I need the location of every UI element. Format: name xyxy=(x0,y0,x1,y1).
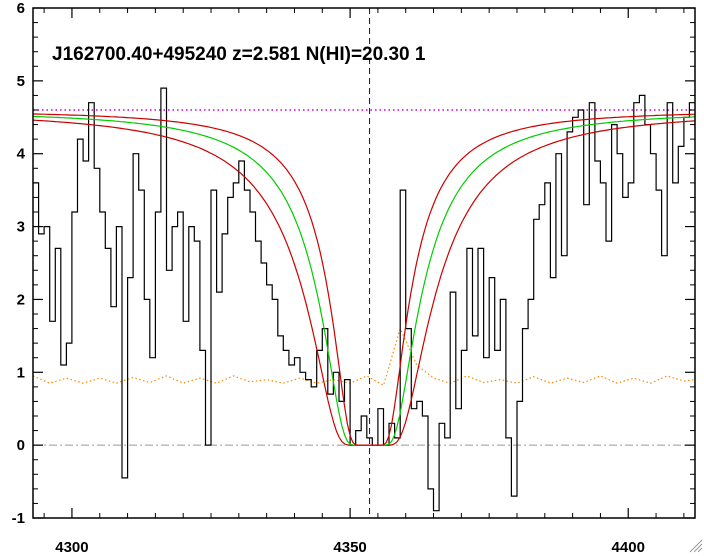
y-tick-label: 6 xyxy=(17,0,25,17)
x-tick-label: 4400 xyxy=(612,539,645,556)
tick-layer: -1 0 1 2 3 4 5 6 4300 4350 4400 xyxy=(12,0,695,556)
y-tick-label: 0 xyxy=(17,437,25,454)
y-tick-label: 4 xyxy=(17,146,26,163)
y-tick-label: 5 xyxy=(17,73,25,90)
chart-title: J162700.40+495240 z=2.581 N(HI)=20.30 1 xyxy=(52,44,426,65)
y-tick-label: 1 xyxy=(17,364,25,381)
plot-frame xyxy=(32,7,696,519)
y-tick-label: -1 xyxy=(12,510,25,527)
x-tick-label: 4300 xyxy=(55,539,88,556)
resize-grip-icon xyxy=(689,539,703,553)
y-tick-label: 3 xyxy=(17,219,25,236)
flux-spectrum-line xyxy=(33,87,695,512)
y-tick-label: 2 xyxy=(17,291,25,308)
error-spectrum-line xyxy=(33,326,695,387)
x-tick-label: 4350 xyxy=(333,539,366,556)
plot-layer xyxy=(33,8,695,518)
fit-upper-bound-line xyxy=(33,113,695,446)
